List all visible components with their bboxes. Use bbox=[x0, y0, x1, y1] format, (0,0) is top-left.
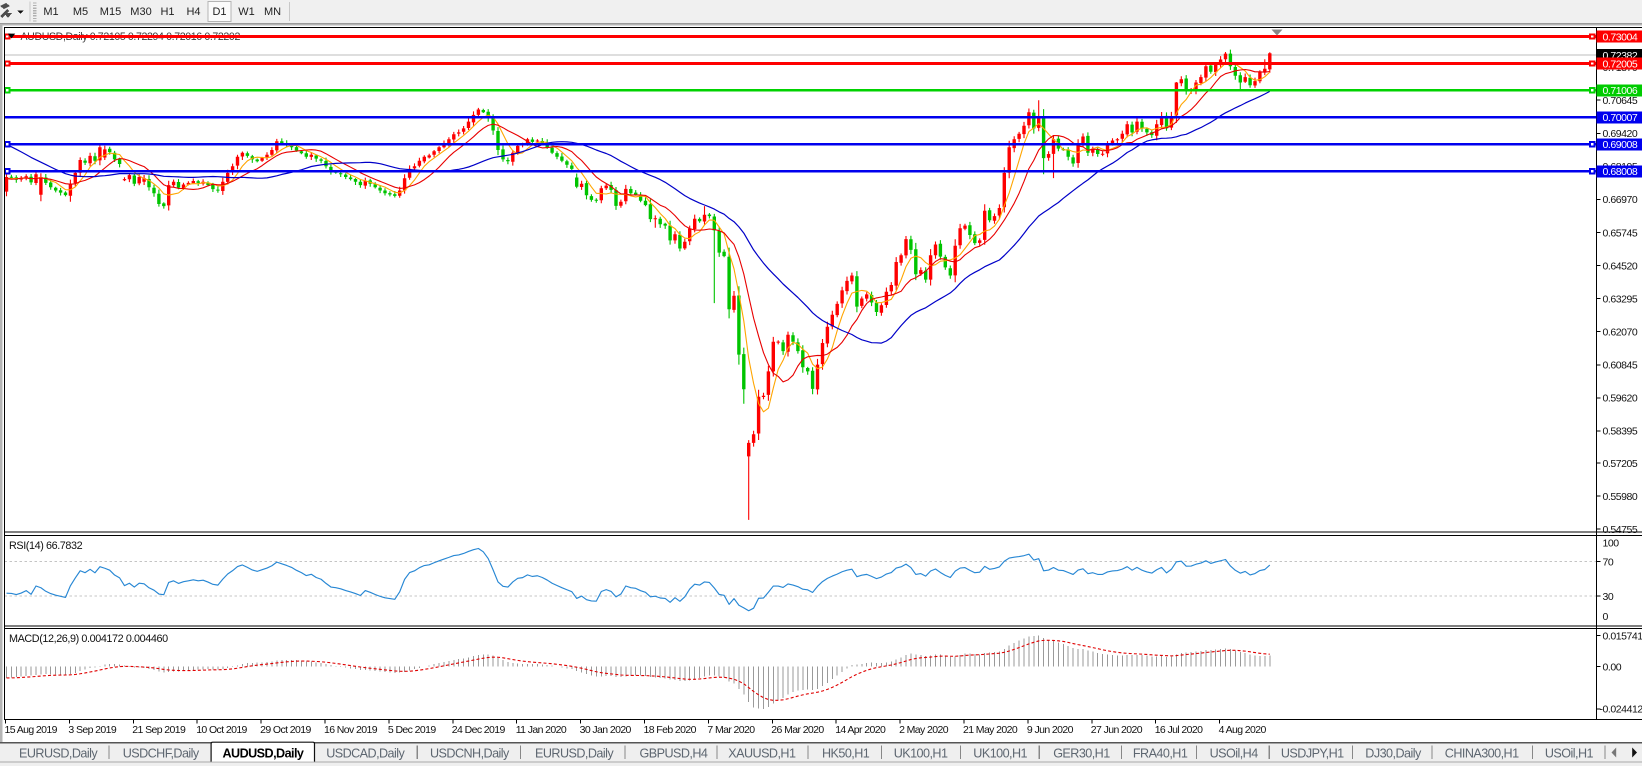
svg-text:29 Oct 2019: 29 Oct 2019 bbox=[260, 724, 311, 736]
svg-text:M1: M1 bbox=[43, 6, 58, 18]
svg-text:2 May 2020: 2 May 2020 bbox=[899, 724, 949, 736]
svg-text:0.64520: 0.64520 bbox=[1603, 260, 1638, 272]
svg-text:21 Sep 2019: 21 Sep 2019 bbox=[132, 724, 186, 736]
svg-text:15 Aug 2019: 15 Aug 2019 bbox=[5, 724, 58, 736]
svg-text:0.69008: 0.69008 bbox=[1603, 139, 1638, 151]
svg-text:UK100,H1: UK100,H1 bbox=[973, 746, 1027, 760]
svg-text:GBPUSD,H4: GBPUSD,H4 bbox=[640, 746, 708, 760]
svg-text:11 Jan 2020: 11 Jan 2020 bbox=[516, 724, 567, 736]
svg-text:MACD(12,26,9) 0.004172 0.00446: MACD(12,26,9) 0.004172 0.004460 bbox=[9, 633, 168, 645]
svg-text:HK50,H1: HK50,H1 bbox=[822, 746, 870, 760]
svg-text:0.015741: 0.015741 bbox=[1603, 630, 1642, 642]
svg-text:24 Dec 2019: 24 Dec 2019 bbox=[452, 724, 506, 736]
svg-text:16 Jul 2020: 16 Jul 2020 bbox=[1155, 724, 1203, 736]
svg-text:0.57205: 0.57205 bbox=[1603, 458, 1638, 470]
svg-text:W1: W1 bbox=[238, 6, 255, 18]
svg-text:0.63295: 0.63295 bbox=[1603, 293, 1638, 305]
svg-text:3 Sep 2019: 3 Sep 2019 bbox=[68, 724, 116, 736]
svg-text:USDCHF,Daily: USDCHF,Daily bbox=[123, 746, 200, 760]
svg-text:UK100,H1: UK100,H1 bbox=[894, 746, 948, 760]
svg-text:USDCAD,Daily: USDCAD,Daily bbox=[326, 746, 405, 760]
svg-text:EURUSD,Daily: EURUSD,Daily bbox=[535, 746, 614, 760]
svg-text:27 Jun 2020: 27 Jun 2020 bbox=[1091, 724, 1143, 736]
svg-text:0.58395: 0.58395 bbox=[1603, 426, 1638, 438]
svg-text:0.72005: 0.72005 bbox=[1603, 58, 1638, 70]
svg-text:18 Feb 2020: 18 Feb 2020 bbox=[644, 724, 697, 736]
svg-text:M5: M5 bbox=[73, 6, 88, 18]
svg-text:H1: H1 bbox=[160, 6, 174, 18]
svg-text:10 Oct 2019: 10 Oct 2019 bbox=[196, 724, 247, 736]
svg-text:H4: H4 bbox=[186, 6, 200, 18]
svg-text:0.60845: 0.60845 bbox=[1603, 360, 1638, 372]
svg-text:EURUSD,Daily: EURUSD,Daily bbox=[19, 746, 98, 760]
svg-text:MN: MN bbox=[264, 6, 281, 18]
svg-text:9 Jun 2020: 9 Jun 2020 bbox=[1027, 724, 1074, 736]
svg-text:0: 0 bbox=[1603, 611, 1609, 623]
svg-text:0.71006: 0.71006 bbox=[1603, 85, 1638, 97]
svg-text:100: 100 bbox=[1603, 538, 1620, 550]
svg-text:USOil,H4: USOil,H4 bbox=[1210, 746, 1259, 760]
svg-text:0.69420: 0.69420 bbox=[1603, 128, 1638, 140]
svg-text:30 Jan 2020: 30 Jan 2020 bbox=[580, 724, 632, 736]
svg-text:5 Dec 2019: 5 Dec 2019 bbox=[388, 724, 436, 736]
svg-text:0.65745: 0.65745 bbox=[1603, 227, 1638, 239]
svg-text:XAUUSD,H1: XAUUSD,H1 bbox=[728, 746, 796, 760]
svg-text:0.73004: 0.73004 bbox=[1603, 31, 1638, 43]
svg-text:0.54755: 0.54755 bbox=[1603, 524, 1638, 536]
svg-text:70: 70 bbox=[1603, 557, 1614, 569]
svg-text:FRA40,H1: FRA40,H1 bbox=[1133, 746, 1188, 760]
svg-text:0.66970: 0.66970 bbox=[1603, 194, 1638, 206]
svg-text:0.55980: 0.55980 bbox=[1603, 491, 1638, 503]
svg-text:CHINA300,H1: CHINA300,H1 bbox=[1445, 746, 1519, 760]
svg-text:M30: M30 bbox=[130, 6, 151, 18]
svg-text:0.70645: 0.70645 bbox=[1603, 95, 1638, 107]
svg-text:16 Nov 2019: 16 Nov 2019 bbox=[324, 724, 378, 736]
svg-text:AUDUSD,Daily: AUDUSD,Daily bbox=[223, 746, 304, 760]
svg-text:M15: M15 bbox=[100, 6, 121, 18]
svg-text:0.70007: 0.70007 bbox=[1603, 112, 1638, 124]
svg-text:0.00: 0.00 bbox=[1603, 661, 1622, 673]
svg-text:USOil,H1: USOil,H1 bbox=[1545, 746, 1594, 760]
svg-text:-0.024412: -0.024412 bbox=[1600, 704, 1642, 716]
svg-text:0.62070: 0.62070 bbox=[1603, 327, 1638, 339]
svg-text:USDCNH,Daily: USDCNH,Daily bbox=[430, 746, 510, 760]
svg-text:4 Aug 2020: 4 Aug 2020 bbox=[1219, 724, 1267, 736]
svg-text:0.59620: 0.59620 bbox=[1603, 393, 1638, 405]
svg-text:30: 30 bbox=[1603, 591, 1614, 603]
svg-text:0.68008: 0.68008 bbox=[1603, 166, 1638, 178]
svg-text:D1: D1 bbox=[212, 6, 226, 18]
svg-text:GER30,H1: GER30,H1 bbox=[1053, 746, 1110, 760]
svg-text:7 Mar 2020: 7 Mar 2020 bbox=[707, 724, 755, 736]
svg-text:USDJPY,H1: USDJPY,H1 bbox=[1281, 746, 1344, 760]
svg-text:26 Mar 2020: 26 Mar 2020 bbox=[771, 724, 824, 736]
svg-text:DJ30,Daily: DJ30,Daily bbox=[1365, 746, 1422, 760]
svg-text:21 May 2020: 21 May 2020 bbox=[963, 724, 1018, 736]
svg-text:RSI(14) 66.7832: RSI(14) 66.7832 bbox=[9, 540, 83, 552]
svg-text:14 Apr 2020: 14 Apr 2020 bbox=[835, 724, 886, 736]
